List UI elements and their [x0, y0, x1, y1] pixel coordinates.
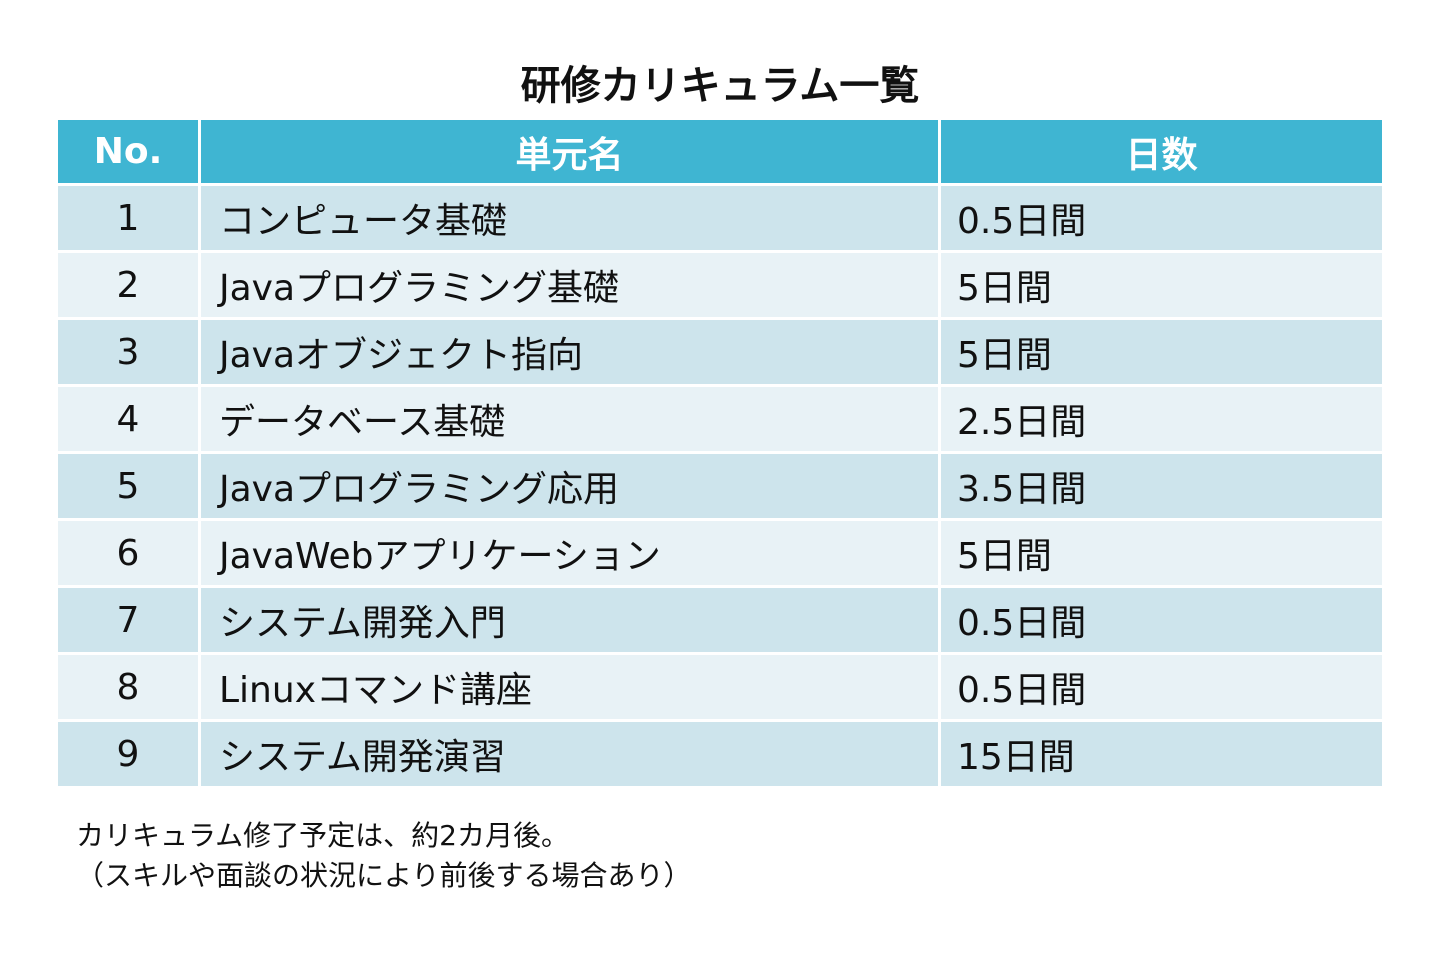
note-line-1: カリキュラム修了予定は、約2カ月後。: [76, 819, 569, 852]
row-unit-name: Linuxコマンド講座: [201, 655, 941, 719]
row-unit-name: Javaプログラミング応用: [201, 454, 941, 518]
row-unit-name: システム開発演習: [201, 722, 941, 786]
table-header-row: No. 単元名 日数: [58, 120, 1382, 186]
row-days: 5日間: [941, 320, 1382, 384]
header-no: No.: [58, 120, 201, 183]
page-title: 研修カリキュラム一覧: [520, 63, 920, 109]
note-line-2: （スキルや面談の状況により前後する場合あり）: [76, 859, 692, 892]
row-no: 6: [58, 521, 201, 585]
row-unit-name: システム開発入門: [201, 588, 941, 652]
table-row: 8 Linuxコマンド講座 0.5日間: [58, 655, 1382, 722]
row-unit-name: JavaWebアプリケーション: [201, 521, 941, 585]
row-no: 5: [58, 454, 201, 518]
table-row: 1 コンピュータ基礎 0.5日間: [58, 186, 1382, 253]
table-row: 7 システム開発入門 0.5日間: [58, 588, 1382, 655]
table-row: 9 システム開発演習 15日間: [58, 722, 1382, 789]
curriculum-table: No. 単元名 日数 1 コンピュータ基礎 0.5日間 2 Javaプログラミン…: [58, 120, 1382, 789]
table-row: 4 データベース基礎 2.5日間: [58, 387, 1382, 454]
row-unit-name: Javaプログラミング基礎: [201, 253, 941, 317]
row-unit-name: Javaオブジェクト指向: [201, 320, 941, 384]
row-days: 5日間: [941, 253, 1382, 317]
row-no: 8: [58, 655, 201, 719]
table-row: 3 Javaオブジェクト指向 5日間: [58, 320, 1382, 387]
row-unit-name: データベース基礎: [201, 387, 941, 451]
row-unit-name: コンピュータ基礎: [201, 186, 941, 250]
row-no: 7: [58, 588, 201, 652]
table-row: 6 JavaWebアプリケーション 5日間: [58, 521, 1382, 588]
row-days: 2.5日間: [941, 387, 1382, 451]
table-row: 5 Javaプログラミング応用 3.5日間: [58, 454, 1382, 521]
row-no: 2: [58, 253, 201, 317]
row-no: 3: [58, 320, 201, 384]
row-days: 5日間: [941, 521, 1382, 585]
header-unit-name: 単元名: [201, 120, 941, 183]
row-days: 15日間: [941, 722, 1382, 786]
row-days: 0.5日間: [941, 588, 1382, 652]
row-days: 3.5日間: [941, 454, 1382, 518]
row-no: 4: [58, 387, 201, 451]
row-days: 0.5日間: [941, 655, 1382, 719]
row-no: 1: [58, 186, 201, 250]
table-row: 2 Javaプログラミング基礎 5日間: [58, 253, 1382, 320]
row-no: 9: [58, 722, 201, 786]
row-days: 0.5日間: [941, 186, 1382, 250]
header-days: 日数: [941, 120, 1382, 183]
completion-note: カリキュラム修了予定は、約2カ月後。 （スキルや面談の状況により前後する場合あり…: [76, 816, 691, 896]
